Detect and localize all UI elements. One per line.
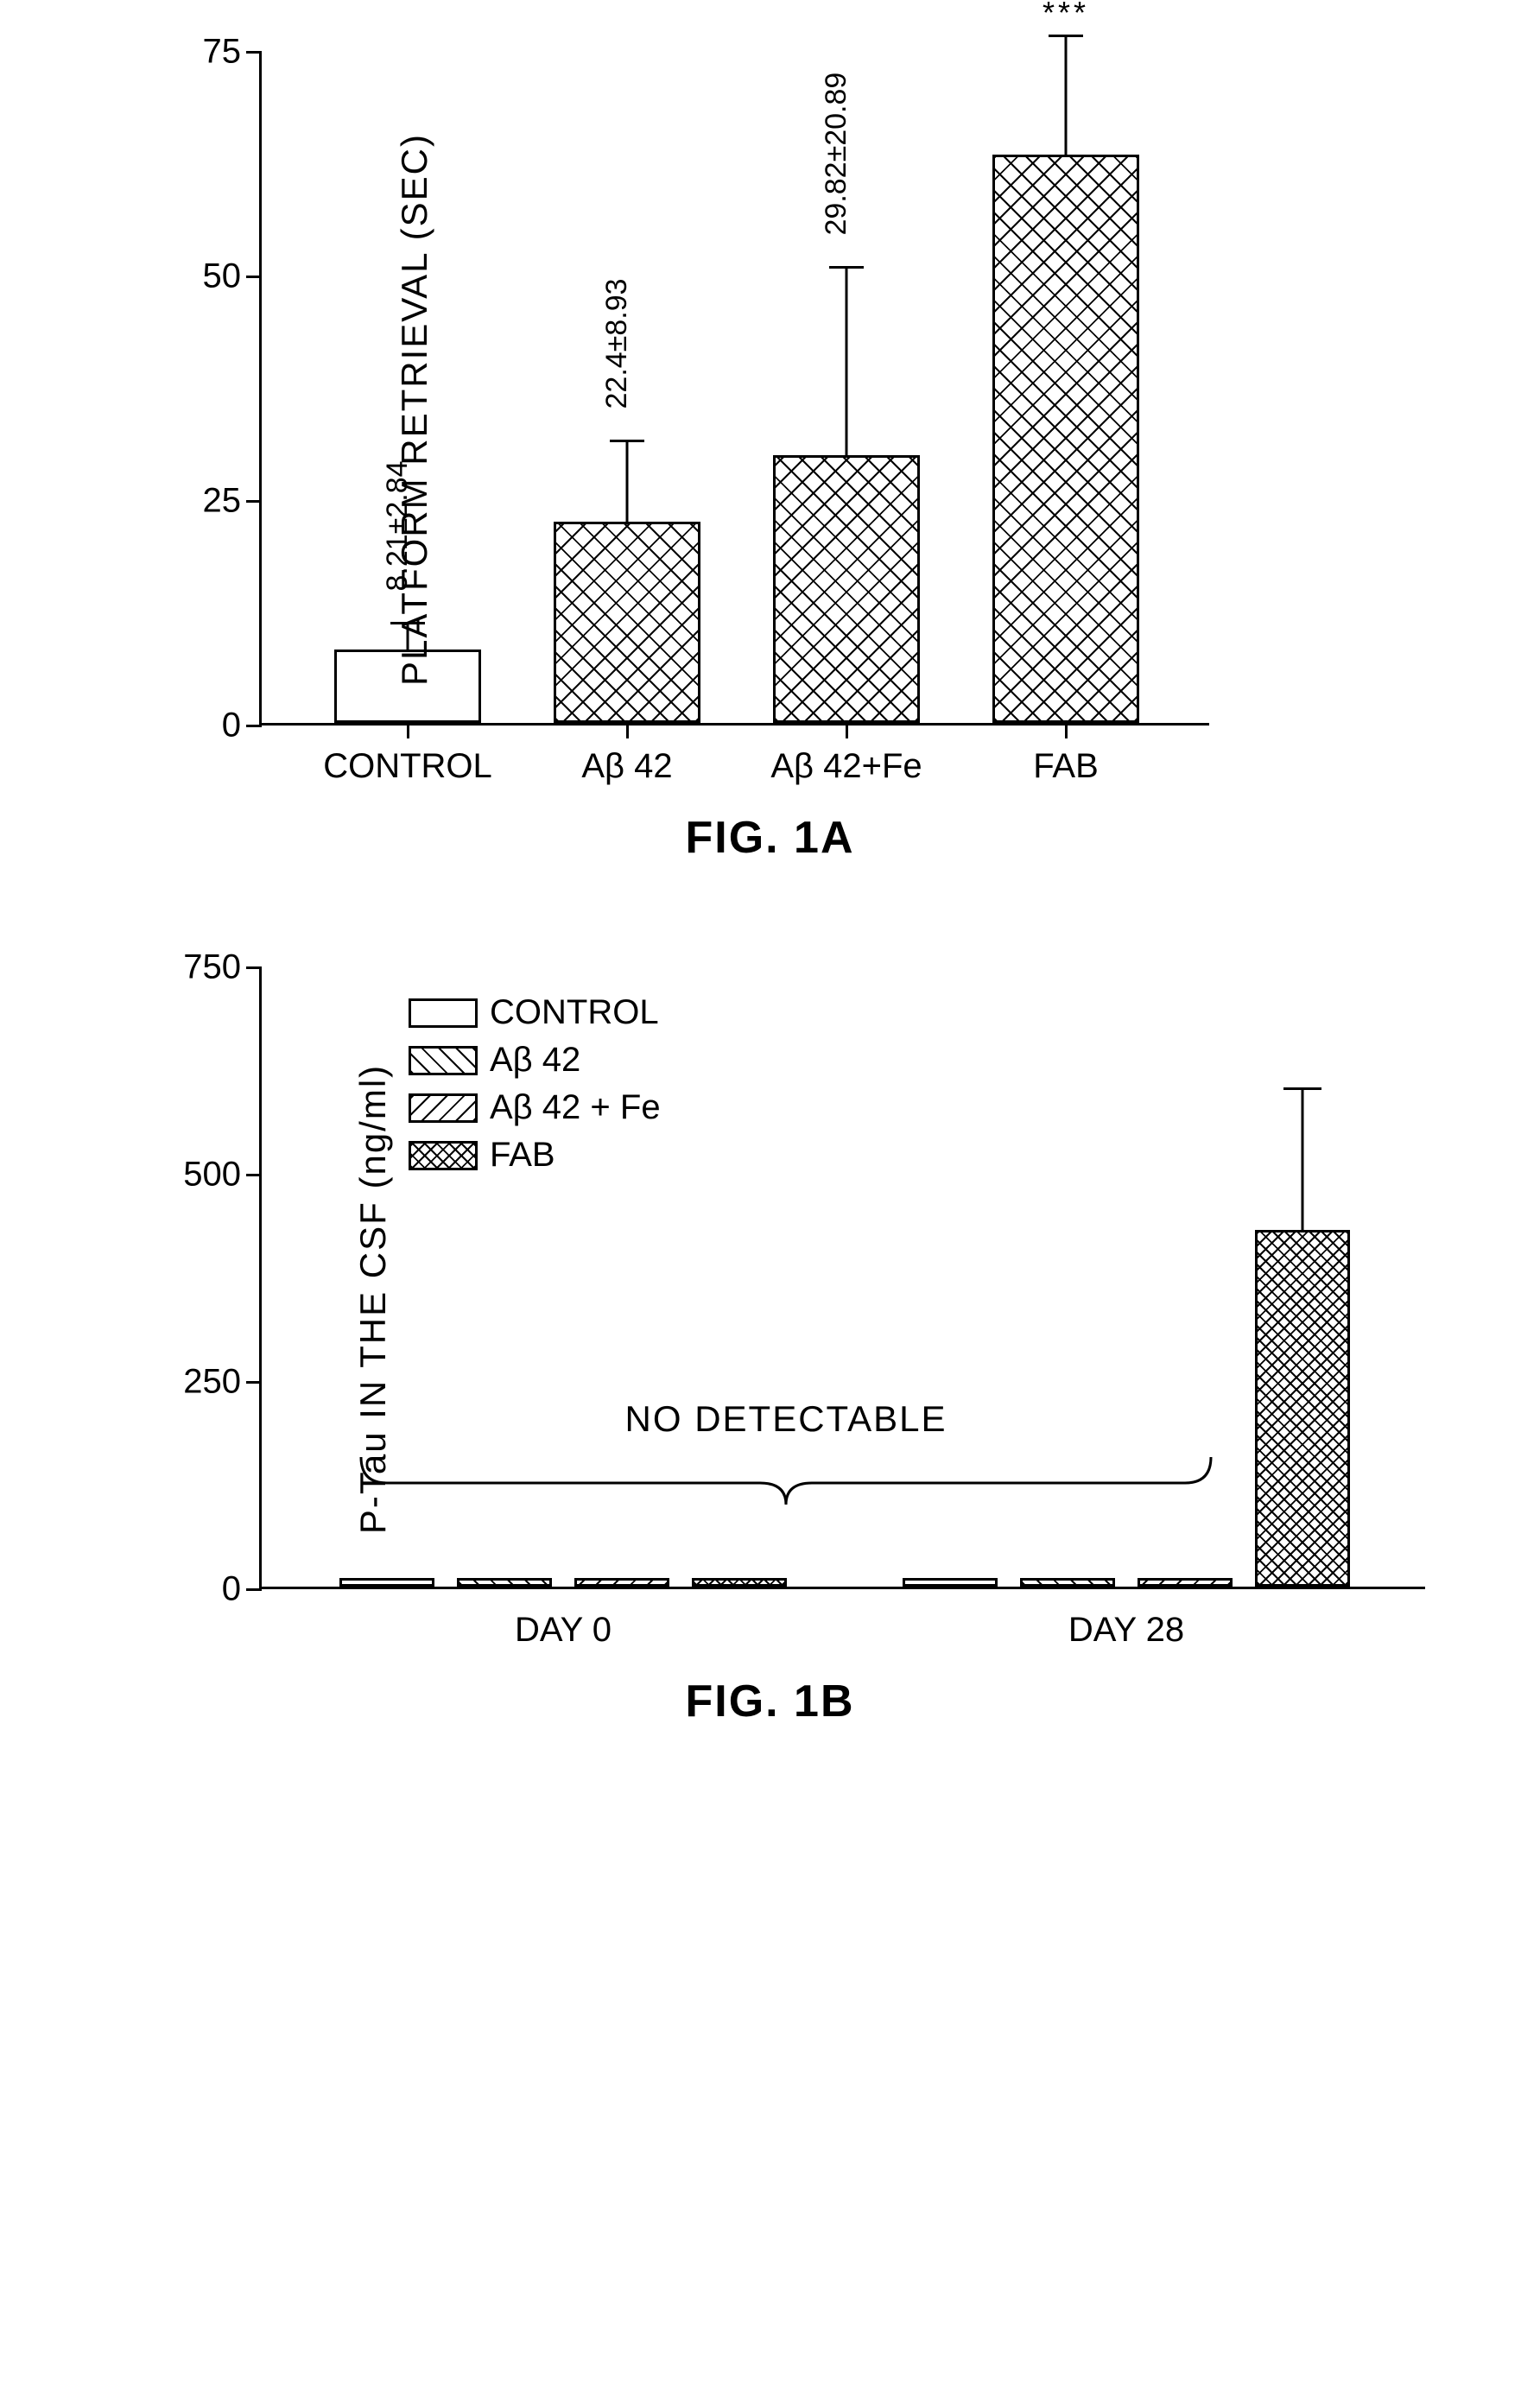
- y-tick: [246, 1381, 262, 1384]
- legend-label: FAB: [490, 1136, 555, 1175]
- x-group-label: DAY 28: [1068, 1611, 1184, 1650]
- error-cap: [1049, 35, 1083, 37]
- legend: CONTROL Aβ 42 Aβ 42 + Fe FAB: [409, 993, 661, 1183]
- x-tick: [626, 723, 629, 738]
- x-tick: [407, 723, 409, 738]
- y-tick: [246, 966, 262, 969]
- caption-1b: FIG. 1B: [86, 1676, 1454, 1727]
- legend-label: Aβ 42 + Fe: [490, 1088, 661, 1127]
- legend-label: Aβ 42: [490, 1041, 580, 1080]
- figure-1b: 0250500750CONTROLAβ 42Aβ 42 + FeFABDAY 0…: [86, 967, 1454, 1727]
- bar-4: [903, 1578, 998, 1587]
- bar-value-label: 22.4±8.93: [600, 279, 634, 409]
- bar-6: [1138, 1578, 1233, 1587]
- y-tick: [246, 1174, 262, 1176]
- y-tick: [246, 1588, 262, 1591]
- y-tick-label: 500: [183, 1156, 241, 1194]
- plot-area-1b: 0250500750CONTROLAβ 42Aβ 42 + FeFABDAY 0…: [259, 967, 1425, 1589]
- chart-1b: 0250500750CONTROLAβ 42Aβ 42 + FeFABDAY 0…: [259, 967, 1454, 1589]
- error-bar: [1302, 1089, 1304, 1230]
- annotation-no-detectable: NO DETECTABLE: [625, 1398, 947, 1440]
- y-tick-label: 25: [203, 482, 242, 521]
- x-group-label: DAY 0: [515, 1611, 612, 1650]
- legend-swatch: [409, 1046, 478, 1075]
- error-bar: [626, 441, 629, 522]
- y-tick-label: 0: [222, 707, 241, 745]
- brace: [352, 1448, 1220, 1509]
- bar-value-label: 29.82±20.89: [820, 72, 853, 235]
- legend-item: Aβ 42 + Fe: [409, 1088, 661, 1127]
- chart-1a: 02550758.21±2.84CONTROL22.4±8.93Aβ 4229.…: [259, 52, 1454, 726]
- bar-5: [1020, 1578, 1115, 1587]
- legend-item: FAB: [409, 1136, 661, 1175]
- y-tick: [246, 51, 262, 54]
- bar-2: [574, 1578, 669, 1587]
- legend-item: CONTROL: [409, 993, 661, 1032]
- x-tick-label: Aβ 42: [581, 747, 672, 786]
- x-tick-label: CONTROL: [323, 747, 492, 786]
- error-cap: [829, 266, 864, 269]
- error-cap: [1283, 1087, 1321, 1090]
- bar-3: [692, 1578, 787, 1587]
- x-tick-label: FAB: [1033, 747, 1099, 786]
- y-tick: [246, 500, 262, 503]
- error-cap: [610, 440, 644, 442]
- y-tick-label: 250: [183, 1363, 241, 1402]
- y-axis-label-1b: P-Tau IN THE CSF (ng/ml): [352, 1064, 394, 1534]
- y-tick: [246, 725, 262, 727]
- y-tick-label: 75: [203, 33, 242, 72]
- bar-3: [992, 155, 1139, 723]
- y-tick-label: 750: [183, 948, 241, 987]
- bar-2: [773, 455, 920, 723]
- bar-1: [554, 522, 700, 723]
- x-tick: [1065, 723, 1068, 738]
- legend-item: Aβ 42: [409, 1041, 661, 1080]
- error-bar: [846, 268, 848, 455]
- y-tick: [246, 276, 262, 278]
- caption-1a: FIG. 1A: [86, 812, 1454, 864]
- significance-marker: ***: [1043, 0, 1089, 31]
- bar-7: [1255, 1230, 1350, 1587]
- bar-0: [339, 1578, 434, 1587]
- legend-swatch: [409, 1093, 478, 1123]
- legend-swatch: [409, 998, 478, 1028]
- legend-swatch: [409, 1141, 478, 1170]
- figure-1a: 02550758.21±2.84CONTROL22.4±8.93Aβ 4229.…: [86, 52, 1454, 864]
- legend-label: CONTROL: [490, 993, 659, 1032]
- x-tick: [846, 723, 848, 738]
- y-tick-label: 50: [203, 257, 242, 296]
- y-tick-label: 0: [222, 1570, 241, 1609]
- error-bar: [1065, 36, 1068, 155]
- y-axis-label-1a: PLATFORM RETRIEVAL (SEC): [394, 133, 435, 686]
- bar-1: [457, 1578, 552, 1587]
- x-tick-label: Aβ 42+Fe: [770, 747, 922, 786]
